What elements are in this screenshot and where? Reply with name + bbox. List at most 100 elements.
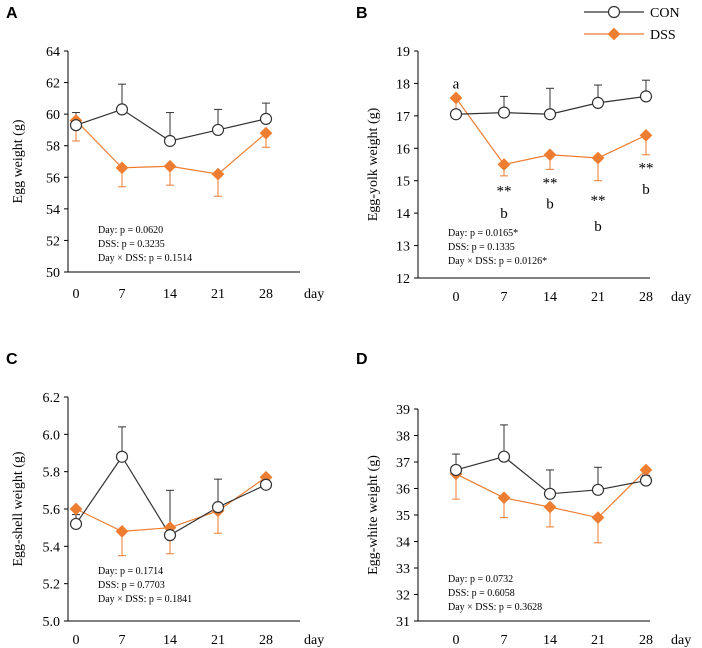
panel-letter: A [6,5,18,22]
stats-text: Day × DSS: p = 0.0126* [448,256,547,267]
con-point [543,108,557,121]
y-tick-label: 35 [396,509,410,524]
panel-d: D 31 32 33 34 35 36 37 38 39 0 7 14 21 28 day Egg-white … [356,351,691,648]
y-axis-label: Egg weight (g) [11,119,26,203]
panel-b: B 12 13 14 15 16 17 18 19 0 7 14 21 28 day Egg-yolk wei… [356,5,691,305]
con-point [259,112,273,125]
x-tick-label: 28 [639,290,653,305]
con-point [449,463,463,477]
x-tick-label: 14 [163,633,177,648]
x-tick-label: 21 [591,290,605,305]
y-tick-label: 6.0 [43,428,61,443]
con-point [163,134,177,148]
y-tick-label: 6.2 [43,391,61,406]
y-tick-label: 5.4 [43,540,61,555]
y-tick-label: 18 [396,77,410,92]
x-tick-label: 21 [211,287,225,302]
significance-label: b [594,219,602,235]
y-tick-label: 5.6 [43,503,61,518]
con-point [639,474,653,487]
y-tick-label: 12 [396,272,410,287]
y-axis-label: Egg-shell weight (g) [11,451,26,566]
x-tick-label: 28 [259,287,273,302]
x-tick-label: 7 [501,290,508,305]
y-tick-label: 60 [46,108,60,123]
dss-point [543,148,557,162]
y-tick-label: 5.2 [43,578,61,593]
panel-a: A 50 52 54 56 58 60 62 64 0 7 14 21 28 day Egg weight (… [6,5,324,302]
x-tick-label: 7 [119,287,126,302]
y-tick-label: 64 [46,45,60,60]
y-tick-label: 50 [46,266,60,281]
con-point [211,501,225,514]
x-tick-label: 28 [259,633,273,648]
y-tick-label: 5.8 [43,466,61,481]
x-tick-label: 0 [73,633,80,648]
x-tick-label: 0 [453,633,460,648]
y-tick-label: 5.0 [43,615,61,630]
y-tick-label: 33 [396,562,410,577]
con-point [591,483,605,496]
x-tick-label: 0 [453,290,460,305]
legend-dss-label: DSS [650,28,676,43]
con-point [591,96,605,109]
significance-label: ** [543,175,558,191]
legend-dss-marker [607,27,621,41]
x-tick-label: 7 [501,633,508,648]
stats-text: DSS: p = 0.6058 [448,588,515,599]
x-axis-label: day [671,290,691,305]
significance-label: b [546,196,554,212]
panel-c: C 5.0 5.2 5.4 5.6 5.8 6.0 6.2 0 7 14 21 28 day Egg-she… [6,351,324,648]
con-point [211,123,225,137]
x-tick-label: 21 [211,633,225,648]
stats-text: DSS: p = 0.1335 [448,242,515,253]
y-tick-label: 37 [396,456,410,471]
y-tick-label: 31 [396,615,410,630]
y-tick-label: 62 [46,77,60,92]
y-tick-label: 16 [396,142,410,157]
stats-text: DSS: p = 0.7703 [98,580,165,591]
stats-text: Day: p = 0.0165* [448,228,518,239]
panel-letter: D [356,351,368,368]
y-tick-label: 36 [396,483,410,498]
y-tick-label: 14 [396,207,410,222]
y-tick-label: 52 [46,234,60,249]
x-tick-label: 14 [543,290,557,305]
significance-label: b [500,206,508,222]
dss-point [69,502,83,516]
x-tick-label: 7 [119,633,126,648]
panel-letter: C [6,351,18,368]
con-point [259,478,273,491]
y-tick-label: 58 [46,140,60,155]
x-tick-label: 0 [73,287,80,302]
dss-point [639,128,653,142]
dss-point [543,500,557,514]
significance-label: a [453,76,460,92]
con-point [69,119,83,132]
stats-text: Day × DSS: p = 0.1841 [98,594,192,605]
y-axis-label: Egg-white weight (g) [366,455,381,575]
significance-label: b [642,182,650,198]
stats-text: Day: p = 0.0620 [98,225,163,236]
panel-letter: B [356,5,368,22]
stats-text: Day × DSS: p = 0.1514 [98,253,192,264]
y-tick-label: 19 [396,45,410,60]
y-tick-label: 32 [396,589,410,604]
stats-text: Day: p = 0.1714 [98,566,163,577]
dss-point [591,151,605,165]
dss-point [163,159,177,173]
legend: CON DSS [584,5,680,43]
x-tick-label: 21 [591,633,605,648]
y-tick-label: 39 [396,403,410,418]
con-point [115,450,129,463]
dss-point [259,126,273,140]
legend-con-label: CON [650,6,680,21]
x-tick-label: 14 [543,633,557,648]
y-tick-label: 13 [396,240,410,255]
con-point [115,103,129,116]
y-tick-label: 56 [46,171,60,186]
dss-point [211,167,225,181]
con-point [497,106,511,119]
x-axis-label: day [304,633,324,648]
